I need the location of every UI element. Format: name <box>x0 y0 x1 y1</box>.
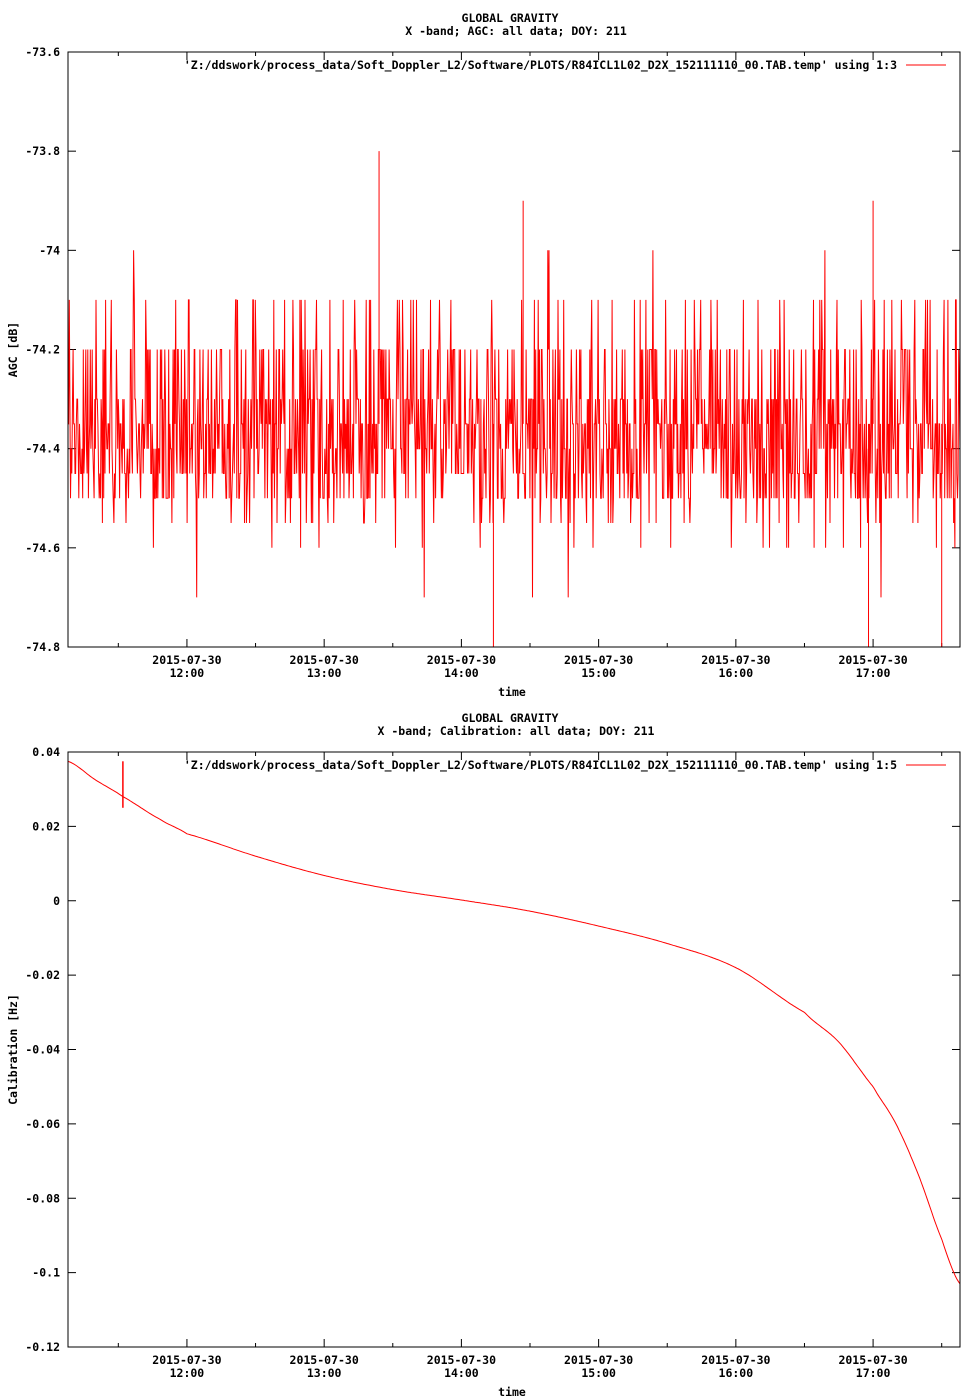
x-tick-time: 14:00 <box>444 666 479 680</box>
x-tick-date: 2015-07-30 <box>564 1353 633 1367</box>
legend-label: 'Z:/ddswork/process_data/Soft_Doppler_L2… <box>184 758 897 773</box>
x-tick-time: 17:00 <box>856 1366 891 1380</box>
y-axis-label: Calibration [Hz] <box>6 994 20 1105</box>
x-tick-time: 15:00 <box>581 1366 616 1380</box>
chart-subtitle: X -band; AGC: all data; DOY: 211 <box>405 24 627 38</box>
y-tick-label: -74.4 <box>25 442 60 456</box>
x-tick-date: 2015-07-30 <box>564 653 633 667</box>
plot-frame <box>67 51 961 648</box>
legend-label: 'Z:/ddswork/process_data/Soft_Doppler_L2… <box>184 58 897 73</box>
x-tick-date: 2015-07-30 <box>427 1353 496 1367</box>
x-axis-label: time <box>498 685 526 699</box>
x-tick-date: 2015-07-30 <box>701 1353 770 1367</box>
y-tick-label: 0.02 <box>32 819 60 833</box>
y-tick-label: 0.04 <box>32 745 60 759</box>
chart-subtitle: X -band; Calibration: all data; DOY: 211 <box>378 724 655 738</box>
x-tick-time: 12:00 <box>170 666 205 680</box>
y-tick-label: 0 <box>53 894 60 908</box>
y-axis-label: AGC [dB] <box>6 322 20 377</box>
y-tick-label: -0.06 <box>25 1117 60 1131</box>
y-tick-label: -74.2 <box>25 343 60 357</box>
x-tick-time: 16:00 <box>719 1366 754 1380</box>
y-tick-label: -0.02 <box>25 968 60 982</box>
calibration-series-line <box>67 760 961 1285</box>
x-tick-date: 2015-07-30 <box>152 1353 221 1367</box>
y-tick-label: -74.6 <box>25 541 60 555</box>
x-tick-time: 13:00 <box>307 666 342 680</box>
y-tick-label: -0.12 <box>25 1340 60 1354</box>
x-tick-date: 2015-07-30 <box>838 653 907 667</box>
plot-frame <box>67 751 961 1348</box>
y-tick-label: -74 <box>39 243 60 257</box>
x-tick-time: 17:00 <box>856 666 891 680</box>
x-tick-time: 16:00 <box>719 666 754 680</box>
y-tick-label: -73.6 <box>25 45 60 59</box>
x-tick-date: 2015-07-30 <box>290 1353 359 1367</box>
x-axis-label: time <box>498 1385 526 1399</box>
x-tick-date: 2015-07-30 <box>290 653 359 667</box>
x-tick-time: 13:00 <box>307 1366 342 1380</box>
y-tick-label: -0.04 <box>25 1043 60 1057</box>
y-tick-label: -0.1 <box>32 1266 60 1280</box>
x-tick-time: 12:00 <box>170 1366 205 1380</box>
x-tick-date: 2015-07-30 <box>701 653 770 667</box>
chart-title: GLOBAL GRAVITY <box>462 711 559 725</box>
x-tick-date: 2015-07-30 <box>427 653 496 667</box>
x-tick-date: 2015-07-30 <box>838 1353 907 1367</box>
x-tick-date: 2015-07-30 <box>152 653 221 667</box>
chart-title: GLOBAL GRAVITY <box>462 11 559 25</box>
x-tick-time: 14:00 <box>444 1366 479 1380</box>
y-tick-label: -74.8 <box>25 640 60 654</box>
y-tick-label: -73.8 <box>25 144 60 158</box>
agc-series-line <box>68 250 961 598</box>
y-tick-label: -0.08 <box>25 1191 60 1205</box>
x-tick-time: 15:00 <box>581 666 616 680</box>
